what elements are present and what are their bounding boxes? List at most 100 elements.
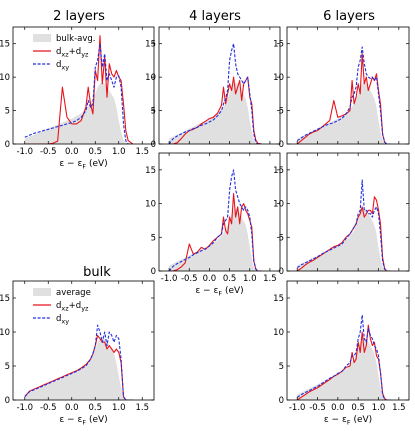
y-tick-label: 5 bbox=[279, 233, 284, 243]
x-tick-label: 1.0 bbox=[243, 274, 257, 284]
y-tick-label: 0 bbox=[5, 140, 10, 150]
legend-swatch-fill bbox=[33, 34, 51, 42]
y-tick-label: 0 bbox=[279, 267, 284, 277]
x-tick-label: 0.0 bbox=[65, 403, 79, 413]
panel-frame bbox=[286, 280, 410, 401]
x-axis-label: ε − εF (eV) bbox=[324, 415, 372, 427]
x-tick-label: 0.5 bbox=[223, 274, 237, 284]
y-tick-label: 10 bbox=[145, 73, 156, 83]
legend-swatch-fill bbox=[33, 288, 51, 296]
panel-frame bbox=[286, 26, 410, 145]
x-tick-label: 0.0 bbox=[203, 274, 217, 284]
legend-label-dxz-dyz: dxz+dyz bbox=[56, 301, 89, 313]
x-tick-label: 0.5 bbox=[88, 403, 102, 413]
y-tick-label: 0 bbox=[279, 140, 284, 150]
series-dxy-p4_mid bbox=[168, 169, 262, 271]
panel-p6_bot: -1.0 -0.5 0.0 0.5 1.0 1.5 0 5 10 15 ε − εF (eV) bbox=[273, 280, 410, 427]
panel-frame bbox=[158, 26, 281, 145]
y-tick-label: 15 bbox=[145, 40, 156, 50]
series-dxy-bulk bbox=[24, 324, 133, 400]
title-6-layers: 6 layers bbox=[323, 9, 375, 24]
x-axis-label: ε − εF (eV) bbox=[59, 159, 107, 171]
series-dxy-p2_top bbox=[24, 43, 133, 144]
plot-area bbox=[168, 169, 262, 271]
panel-p4_top: 0 5 10 15 bbox=[145, 26, 281, 150]
series-fill-bulk bbox=[24, 337, 133, 400]
x-axis-label: ε − εF (eV) bbox=[59, 415, 107, 427]
legend-label-fill: bulk-avg. bbox=[56, 34, 95, 44]
x-tick-label: -0.5 bbox=[40, 147, 57, 157]
y-tick-label: 0 bbox=[151, 267, 156, 277]
x-axis-label: ε − εF (eV) bbox=[195, 286, 243, 298]
y-tick-label: 10 bbox=[0, 328, 10, 338]
legend-label-dxy: dxy bbox=[56, 60, 69, 72]
y-tick-label: 15 bbox=[145, 166, 156, 176]
y-tick-label: 10 bbox=[273, 328, 284, 338]
x-tick-label: 0.0 bbox=[331, 403, 345, 413]
x-tick-label: -1.0 bbox=[161, 274, 178, 284]
x-tick-label: 1.0 bbox=[372, 403, 386, 413]
x-tick-label: 0.0 bbox=[65, 147, 79, 157]
plot-area bbox=[296, 46, 391, 144]
series-dxy-p6_top bbox=[296, 46, 391, 144]
x-tick-label: -1.0 bbox=[16, 403, 33, 413]
panel-bulk: -1.0 -0.5 0.0 0.5 1.0 1.5 0 5 10 15 ε − εF (eV) ave… bbox=[0, 280, 155, 427]
y-tick-label: 10 bbox=[273, 73, 284, 83]
y-tick-label: 15 bbox=[0, 294, 10, 304]
panel-frame bbox=[12, 26, 155, 145]
panel-p6_mid: 0 5 10 15 bbox=[273, 152, 410, 277]
y-tick-label: 15 bbox=[273, 166, 284, 176]
y-tick-label: 5 bbox=[151, 233, 156, 243]
legend-label-fill: average bbox=[56, 288, 91, 298]
y-tick-label: 5 bbox=[5, 362, 10, 372]
legend-label-dxz-dyz: dxz+dyz bbox=[56, 47, 89, 59]
series-fill-p2_top bbox=[24, 82, 133, 144]
y-tick-label: 5 bbox=[279, 362, 284, 372]
panel-p6_top: 0 5 10 15 bbox=[273, 26, 410, 150]
series-fill-p4_top bbox=[169, 82, 262, 144]
plot-area bbox=[296, 314, 391, 400]
series-dxz-dyz-p4_mid bbox=[169, 192, 262, 271]
y-tick-label: 15 bbox=[273, 40, 284, 50]
panel-frame bbox=[286, 152, 410, 272]
series-fill-p6_top bbox=[297, 82, 391, 144]
x-tick-label: 1.0 bbox=[112, 403, 126, 413]
y-tick-label: 5 bbox=[5, 107, 10, 117]
x-tick-label: 1.0 bbox=[112, 147, 126, 157]
x-tick-label: -0.5 bbox=[40, 403, 57, 413]
y-tick-label: 15 bbox=[0, 40, 10, 50]
y-tick-label: 0 bbox=[151, 140, 156, 150]
series-dxy-p6_mid bbox=[296, 179, 391, 271]
x-tick-label: -0.5 bbox=[181, 274, 198, 284]
title-4-layers: 4 layers bbox=[189, 9, 241, 24]
legend-label-dxy: dxy bbox=[56, 314, 69, 326]
x-tick-label: 1.5 bbox=[392, 403, 406, 413]
series-dxy-p6_bot bbox=[296, 314, 391, 400]
panel-frame bbox=[158, 152, 281, 272]
x-tick-label: 1.5 bbox=[135, 403, 149, 413]
title-2-layers: 2 layers bbox=[53, 9, 105, 24]
x-tick-label: -1.0 bbox=[16, 147, 33, 157]
y-tick-label: 0 bbox=[5, 396, 10, 406]
y-tick-label: 10 bbox=[0, 73, 10, 83]
x-tick-label: -1.0 bbox=[289, 403, 306, 413]
panel-frame bbox=[12, 280, 155, 401]
x-tick-label: 0.5 bbox=[351, 403, 365, 413]
plot-area bbox=[168, 43, 262, 144]
series-fill-p6_bot bbox=[297, 337, 391, 400]
y-tick-label: 5 bbox=[151, 107, 156, 117]
x-tick-label: -0.5 bbox=[309, 403, 326, 413]
series-dxy-p4_top bbox=[168, 43, 262, 144]
plot-area bbox=[296, 179, 391, 271]
y-tick-label: 10 bbox=[273, 200, 284, 210]
x-tick-label: 1.5 bbox=[263, 274, 277, 284]
series-dxz-dyz-p6_bot bbox=[296, 324, 391, 400]
x-tick-label: 1.5 bbox=[135, 147, 149, 157]
y-tick-label: 15 bbox=[273, 294, 284, 304]
y-tick-label: 5 bbox=[279, 107, 284, 117]
